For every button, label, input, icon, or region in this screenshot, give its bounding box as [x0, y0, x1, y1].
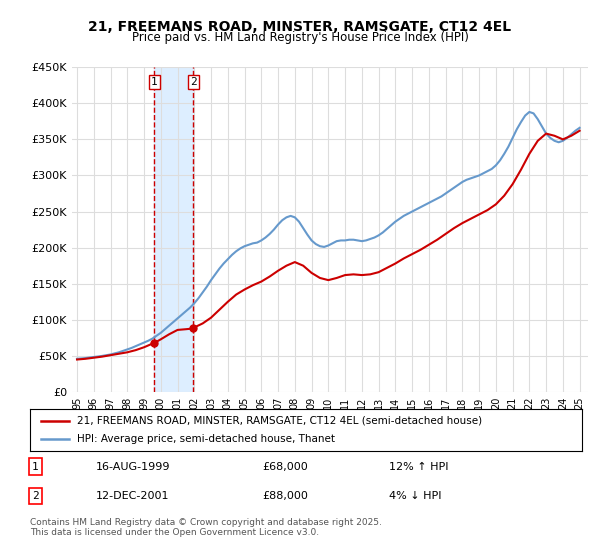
Text: 1: 1: [32, 461, 39, 472]
Text: Price paid vs. HM Land Registry's House Price Index (HPI): Price paid vs. HM Land Registry's House …: [131, 31, 469, 44]
Text: 2: 2: [32, 491, 39, 501]
Point: [188, 324, 198, 333]
Text: HPI: Average price, semi-detached house, Thanet: HPI: Average price, semi-detached house,…: [77, 434, 335, 444]
Text: 2: 2: [190, 77, 197, 87]
Point: [149, 338, 159, 347]
Text: 12-DEC-2001: 12-DEC-2001: [96, 491, 170, 501]
Text: 12% ↑ HPI: 12% ↑ HPI: [389, 461, 448, 472]
Text: £68,000: £68,000: [262, 461, 308, 472]
Text: 4% ↓ HPI: 4% ↓ HPI: [389, 491, 442, 501]
Bar: [154, 67, 193, 392]
Text: 16-AUG-1999: 16-AUG-1999: [96, 461, 171, 472]
Text: £88,000: £88,000: [262, 491, 308, 501]
Text: 1: 1: [151, 77, 158, 87]
Text: 21, FREEMANS ROAD, MINSTER, RAMSGATE, CT12 4EL: 21, FREEMANS ROAD, MINSTER, RAMSGATE, CT…: [88, 20, 512, 34]
Text: 21, FREEMANS ROAD, MINSTER, RAMSGATE, CT12 4EL (semi-detached house): 21, FREEMANS ROAD, MINSTER, RAMSGATE, CT…: [77, 416, 482, 426]
Text: Contains HM Land Registry data © Crown copyright and database right 2025.
This d: Contains HM Land Registry data © Crown c…: [30, 518, 382, 538]
